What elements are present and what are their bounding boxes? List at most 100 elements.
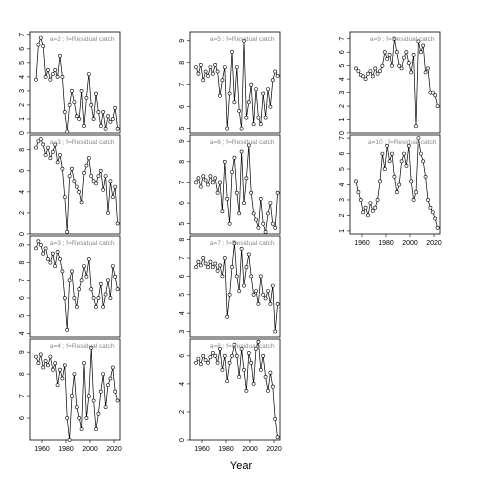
data-point [91, 296, 96, 300]
data-point [115, 287, 120, 292]
data-point [72, 100, 77, 105]
data-point [72, 296, 77, 300]
data-point [53, 361, 58, 366]
data-point [77, 287, 82, 292]
data-point [249, 360, 254, 365]
y-tick-label: 1 [19, 117, 26, 121]
y-tick-label: 0 [19, 232, 26, 236]
data-point [58, 53, 62, 58]
data-point [94, 304, 98, 309]
data-point [41, 142, 46, 147]
data-point [392, 174, 397, 179]
data-point [244, 115, 249, 120]
y-tick-label: 2 [19, 103, 26, 107]
data-point [74, 184, 79, 189]
data-point [242, 201, 246, 206]
y-tick-label: 3 [339, 198, 346, 202]
data-point [266, 211, 270, 216]
data-point [74, 114, 79, 119]
data-point [423, 174, 428, 179]
data-point [406, 143, 411, 148]
data-point [411, 53, 416, 57]
data-point [222, 353, 227, 358]
data-point [62, 195, 67, 200]
data-point [232, 155, 237, 160]
data-point [402, 55, 406, 60]
data-point [84, 274, 89, 279]
y-tick-label: 5 [179, 293, 186, 297]
data-point [46, 68, 50, 72]
data-point [53, 142, 58, 147]
data-point [370, 208, 375, 213]
data-point [222, 256, 227, 260]
data-point [108, 376, 113, 381]
x-tick-label: 2020 [426, 240, 442, 247]
data-point [36, 361, 41, 366]
data-point [82, 124, 86, 128]
data-point [423, 70, 428, 75]
data-point [60, 376, 65, 381]
data-point [203, 358, 208, 362]
data-point [208, 174, 213, 179]
data-point [378, 179, 382, 184]
data-point [74, 405, 79, 410]
data-point [435, 225, 440, 230]
data-point [110, 195, 115, 200]
data-point [50, 251, 55, 256]
data-point [227, 91, 232, 96]
data-point [239, 126, 244, 131]
data-point [36, 239, 41, 244]
data-point [48, 260, 53, 265]
data-point [206, 265, 210, 270]
y-tick-label: 5 [179, 222, 186, 226]
data-point [48, 354, 53, 359]
data-point [77, 416, 82, 420]
data-point [103, 292, 108, 297]
data-point [421, 159, 426, 164]
y-tick-label: 0 [339, 131, 346, 135]
data-point [103, 174, 108, 179]
data-point [58, 367, 62, 372]
panel-3: a=9 ; f=Residual catch 0 1 2 3 4 5 6 7 [339, 31, 441, 135]
data-point [227, 221, 232, 226]
y-tick-label: 8 [19, 148, 26, 152]
y-tick-label: 4 [19, 75, 26, 79]
data-point [227, 360, 232, 365]
y-tick-label: 7 [179, 83, 186, 87]
data-point [416, 136, 421, 141]
panel-title: a=8 ; f=Residual catch [210, 343, 275, 350]
y-tick-label: 2 [179, 410, 186, 414]
data-point [435, 104, 440, 109]
y-tick-label: 4 [179, 382, 186, 386]
data-point [84, 96, 89, 100]
data-point [404, 50, 409, 55]
y-tick-label: 5 [339, 167, 346, 171]
data-point [206, 360, 210, 365]
data-point [234, 274, 239, 279]
panel-frame [29, 338, 121, 441]
data-point [101, 372, 106, 377]
data-point [399, 66, 404, 71]
data-point [251, 211, 256, 216]
y-tick-label: 4 [19, 331, 26, 335]
data-point [208, 65, 213, 70]
data-point [60, 269, 65, 274]
panel-title: a=4 ; f=Residual catch [50, 343, 115, 350]
data-point [263, 296, 268, 301]
y-tick-label: 9 [179, 139, 186, 143]
series-line [195, 145, 278, 232]
panel-frame [189, 338, 281, 441]
data-point [254, 87, 258, 92]
data-point [273, 69, 278, 74]
panel-5: a=6 ; f=Residual catch 5 6 7 8 9 [179, 134, 281, 235]
data-point [196, 356, 201, 361]
data-point [198, 362, 203, 367]
data-point [91, 398, 96, 403]
data-point [268, 201, 273, 206]
panel-title: a=2 ; f=Residual catch [50, 36, 115, 43]
series-line [35, 240, 118, 330]
data-point [98, 281, 103, 286]
data-point [268, 370, 273, 375]
data-point [232, 342, 237, 347]
data-point [62, 296, 67, 300]
